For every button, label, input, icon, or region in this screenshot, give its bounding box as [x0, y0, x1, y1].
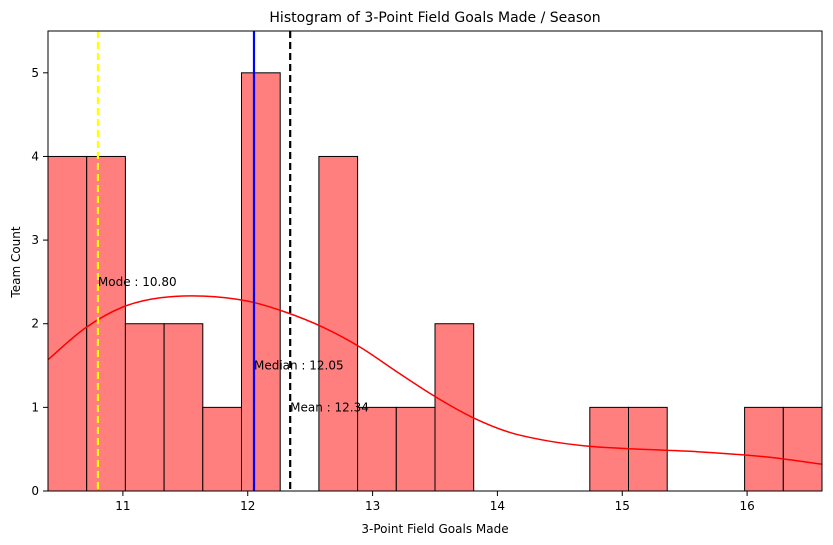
y-tick-label: 0	[31, 484, 39, 498]
annotations-layer: Mode : 10.80 Median : 12.05 Mean : 12.34	[98, 275, 369, 414]
axes-layer	[47, 30, 823, 492]
histogram-bar	[744, 406, 784, 492]
x-tick-label: 14	[490, 499, 505, 513]
kde-curve	[47, 295, 823, 465]
vlines-layer	[96, 31, 292, 491]
histogram-bar	[124, 323, 165, 492]
histogram-bar	[202, 406, 243, 492]
kde-layer	[47, 295, 823, 465]
histogram-bar	[318, 155, 359, 492]
x-tick-label: 11	[115, 499, 130, 513]
histogram-bar	[357, 406, 397, 492]
x-tick-label: 12	[240, 499, 255, 513]
histogram-bar	[86, 155, 126, 492]
histogram-bar	[589, 406, 629, 492]
y-tick-label: 1	[31, 400, 39, 414]
y-tick-label: 4	[31, 149, 39, 163]
histogram-bar	[782, 406, 823, 492]
stat-annotation: Mode : 10.80	[98, 275, 177, 289]
histogram-bar	[163, 323, 204, 492]
stat-annotation: Mean : 12.34	[290, 400, 369, 414]
histogram-bar	[241, 72, 281, 492]
y-tick-label: 5	[31, 66, 39, 80]
y-tick-label: 2	[31, 317, 39, 331]
x-tick-label: 13	[365, 499, 380, 513]
y-axis-title: Team Count	[9, 226, 23, 298]
plot-frame	[47, 30, 823, 492]
y-tick-label: 3	[31, 233, 39, 247]
x-tick-label: 15	[615, 499, 630, 513]
stat-annotation: Median : 12.05	[254, 359, 344, 373]
x-axis-title: 3-Point Field Goals Made	[361, 522, 508, 536]
chart-title: Histogram of 3-Point Field Goals Made / …	[269, 10, 600, 26]
histogram-bar	[395, 406, 436, 492]
x-tick-label: 16	[739, 499, 754, 513]
histogram-bar	[47, 155, 88, 492]
bars-layer	[47, 72, 823, 492]
